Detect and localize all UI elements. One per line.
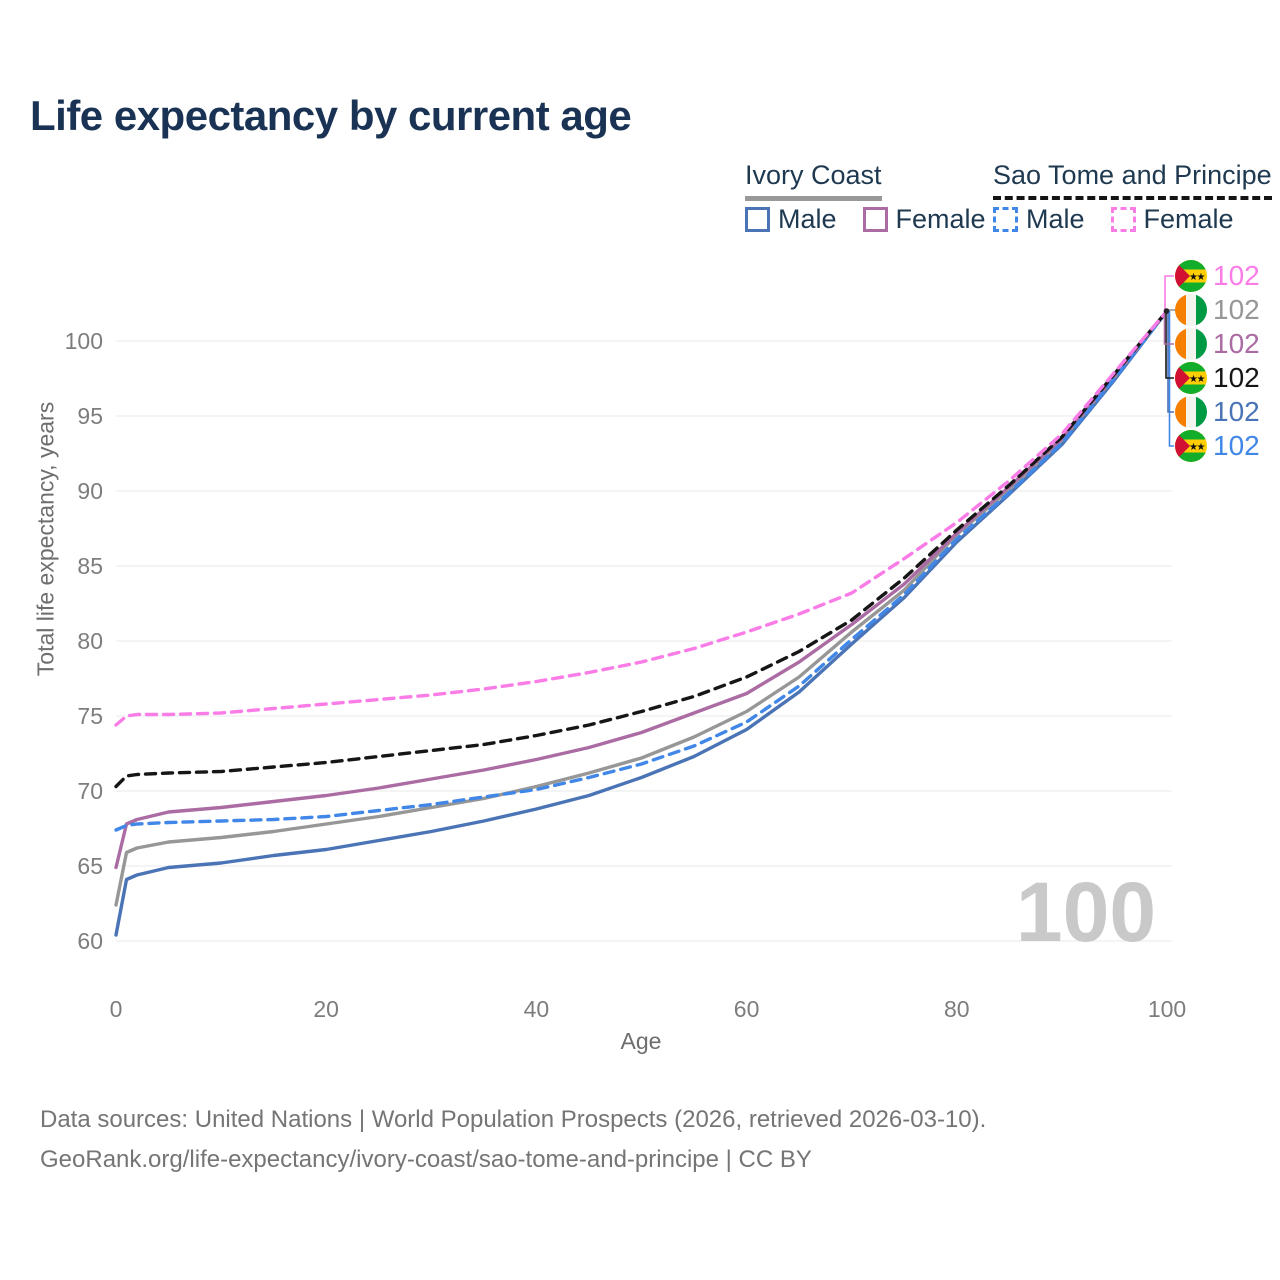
endpoint-label-row: 102	[1175, 328, 1260, 360]
y-tick-label: 80	[77, 628, 103, 654]
endpoint-marker	[1163, 308, 1170, 314]
svg-text:★: ★	[1189, 374, 1198, 385]
legend-item-sao-tome-and-principe-female[interactable]: Female	[1110, 204, 1234, 235]
legend-group-ivory-coast: Ivory Coast Male Female	[745, 160, 986, 234]
sao-tome-and-principe-flag-icon: ★ ★	[1175, 362, 1207, 394]
endpoint-label-row: ★ ★ 102	[1175, 362, 1260, 394]
series-line-1[interactable]	[114, 309, 1169, 907]
endpoint-label-row: 102	[1175, 396, 1260, 428]
legend-items-sao-tome: Male Female	[993, 204, 1260, 235]
endpoint-value: 102	[1213, 430, 1260, 461]
endpoint-value: 102	[1213, 294, 1260, 325]
y-tick-label: 65	[77, 853, 103, 879]
ivory-coast-flag-icon	[1175, 328, 1207, 360]
sao-tome-and-principe-flag-icon: ★ ★	[1175, 430, 1207, 462]
legend-item-ivory-coast-female[interactable]: Female	[862, 204, 986, 235]
series-line-4[interactable]	[114, 309, 1169, 789]
ivory-coast-flag-icon	[1175, 396, 1207, 428]
footer-data-sources: Data sources: United Nations | World Pop…	[40, 1106, 987, 1133]
legend-swatch-icon	[745, 207, 770, 232]
x-tick-label: 60	[733, 996, 760, 1022]
y-tick-label: 60	[77, 928, 103, 954]
series-line-5[interactable]	[114, 309, 1169, 727]
y-tick-label: 70	[77, 778, 103, 804]
y-tick-label: 90	[77, 478, 103, 504]
endpoint-leader-line	[1164, 275, 1174, 311]
endpoint-value: 102	[1213, 260, 1260, 291]
legend-group-sao-tome: Sao Tome and Principe Male Female	[993, 160, 1272, 234]
endpoint-leader-line	[1168, 311, 1174, 447]
legend-item-label: Female	[895, 204, 986, 234]
x-tick-label: 40	[523, 996, 550, 1022]
legend-item-label: Male	[778, 204, 837, 234]
legend-item-ivory-coast-male[interactable]: Male	[745, 204, 837, 235]
y-tick-label: 75	[77, 703, 103, 729]
legend-swatch-icon	[1110, 207, 1136, 232]
endpoint-leader-line	[1163, 311, 1174, 345]
y-tick-label: 95	[77, 403, 103, 429]
svg-text:★: ★	[1197, 442, 1206, 453]
x-tick-label: 20	[313, 996, 339, 1022]
endpoint-value: 102	[1213, 362, 1260, 393]
series-line-0[interactable]	[114, 309, 1169, 937]
endpoint-value: 102	[1213, 396, 1260, 427]
svg-text:★: ★	[1189, 272, 1198, 283]
legend-swatch-icon	[862, 207, 888, 232]
x-axis-title: Age	[620, 1028, 662, 1054]
sao-tome-and-principe-flag-icon: ★ ★	[1175, 260, 1207, 292]
legend-group-title: Ivory Coast	[745, 160, 882, 201]
x-tick-label: 80	[944, 996, 970, 1022]
legend-swatch-icon	[993, 207, 1018, 232]
legend-item-label: Female	[1143, 204, 1234, 234]
svg-text:★: ★	[1197, 272, 1206, 283]
x-tick-label: 0	[109, 996, 123, 1022]
legend-items-ivory-coast: Male Female	[745, 204, 1012, 235]
endpoint-label-row: 102	[1175, 294, 1260, 326]
legend-item-sao-tome-and-principe-male[interactable]: Male	[993, 204, 1085, 235]
y-tick-label: 100	[64, 328, 103, 354]
series-line-3[interactable]	[114, 309, 1169, 832]
endpoint-value: 102	[1213, 328, 1260, 359]
footer-attribution: GeoRank.org/life-expectancy/ivory-coast/…	[40, 1146, 812, 1173]
hover-x-value: 100	[1015, 865, 1157, 959]
endpoint-label-row: ★ ★ 102	[1175, 430, 1260, 462]
y-tick-label: 85	[77, 553, 103, 579]
ivory-coast-flag-icon	[1175, 294, 1207, 326]
svg-text:★: ★	[1197, 374, 1206, 385]
svg-text:★: ★	[1189, 442, 1198, 453]
endpoint-leader-line	[1165, 311, 1174, 379]
legend-group-title: Sao Tome and Principe	[993, 160, 1272, 200]
page-title: Life expectancy by current age	[30, 92, 632, 139]
endpoint-label-row: ★ ★ 102	[1175, 260, 1260, 292]
x-tick-label: 100	[1147, 996, 1187, 1022]
series-line-2[interactable]	[114, 309, 1169, 870]
legend-item-label: Male	[1026, 204, 1085, 234]
